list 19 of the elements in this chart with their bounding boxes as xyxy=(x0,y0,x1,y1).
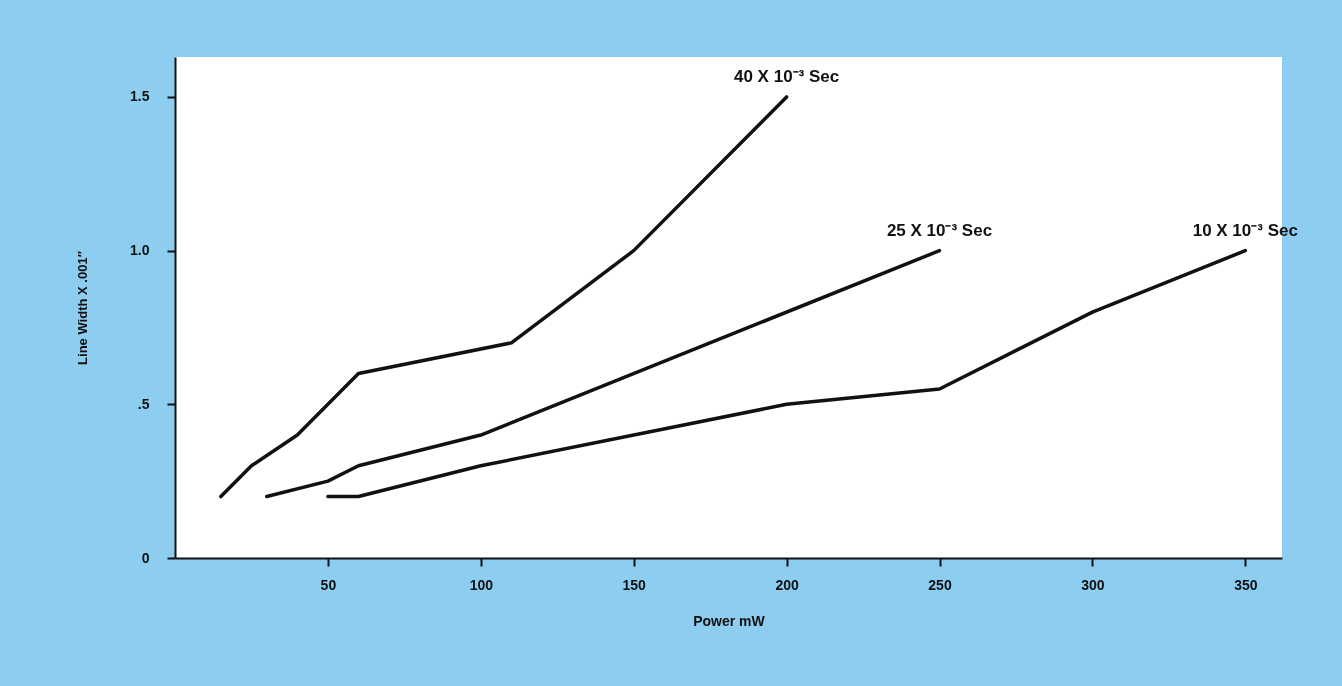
y-tick-label: 1.5 xyxy=(130,88,150,105)
y-tick-label: .5 xyxy=(137,395,150,412)
x-tick-label: 50 xyxy=(320,576,337,593)
y-tick-label: 1.0 xyxy=(130,242,150,259)
series-label: 40 X 10⁻³ Sec xyxy=(733,66,840,86)
x-tick-label: 250 xyxy=(928,576,952,593)
line-series xyxy=(219,95,789,499)
x-tick-label: 150 xyxy=(622,576,647,593)
series-label: 25 X 10⁻³ Sec xyxy=(886,220,993,240)
x-tick-label: 200 xyxy=(775,576,799,593)
y-axis-title: Line Width X .001″ xyxy=(75,251,91,365)
line-series xyxy=(326,248,1248,499)
y-tick-label: 0 xyxy=(141,549,150,566)
series-label: 10 X 10⁻³ Sec xyxy=(1192,220,1298,240)
x-axis-title: Power mW xyxy=(693,612,766,629)
x-tick-label: 100 xyxy=(469,576,494,593)
line-series xyxy=(264,248,942,499)
x-tick-label: 300 xyxy=(1081,576,1105,593)
x-tick-label: 350 xyxy=(1234,576,1258,593)
